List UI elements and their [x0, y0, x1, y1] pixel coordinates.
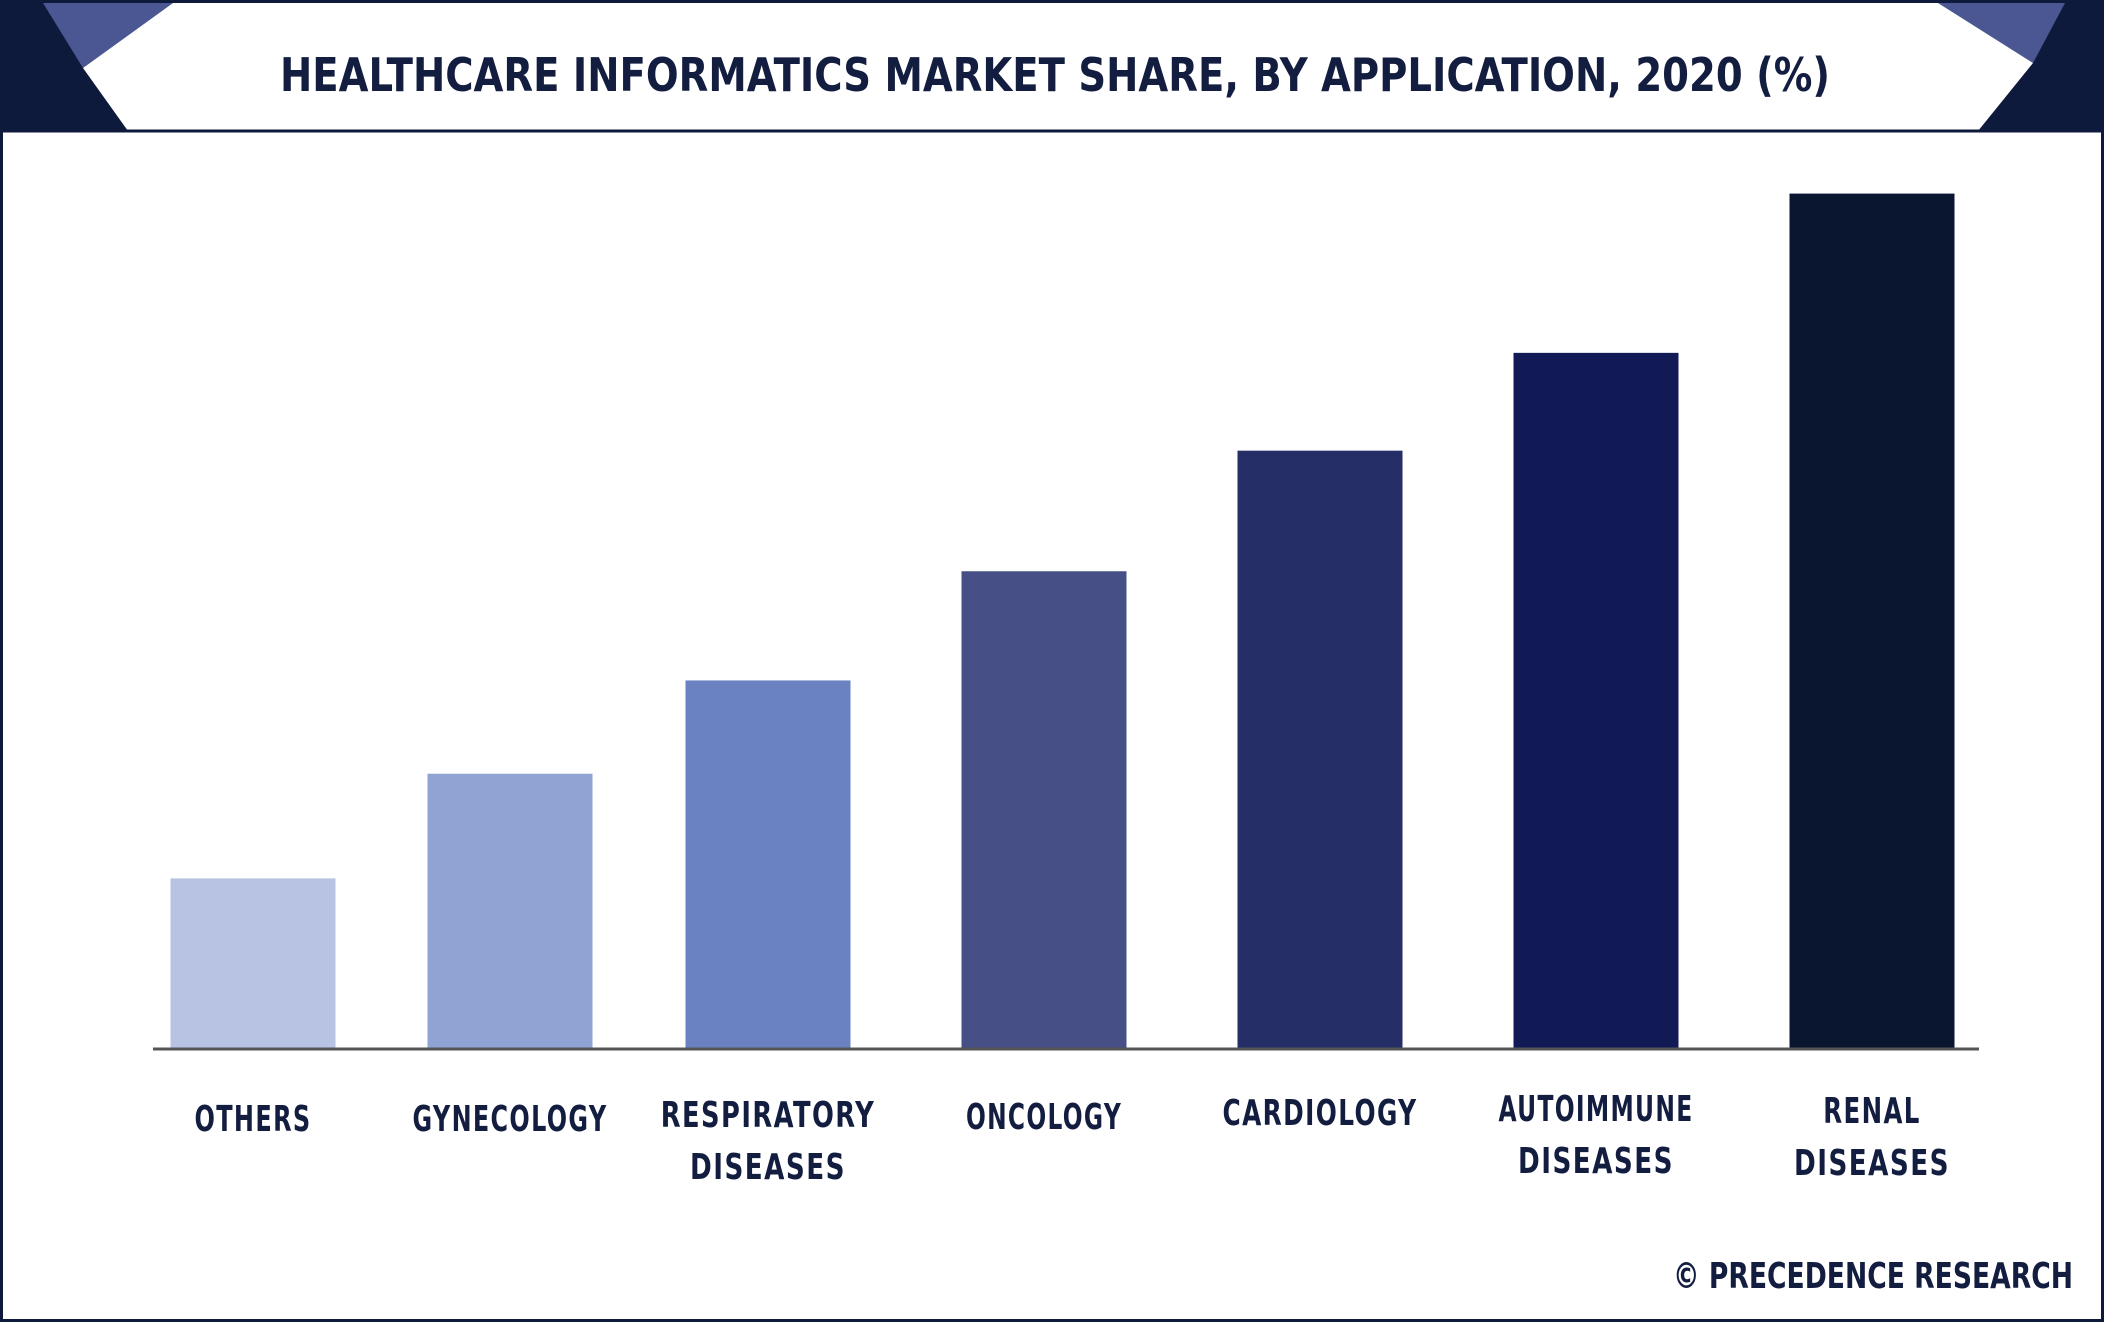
category-label-respiratory: RESPIRATORY [661, 1095, 876, 1136]
category-labels-layer: OTHERS GYNECOLOGY RESPIRATORY DISEASES ONCOL… [195, 1089, 1950, 1188]
chart-title: HEALTHCARE INFORMATICS MARKET SHARE, BY … [280, 48, 1830, 102]
bar-respiratory-diseases [685, 680, 851, 1049]
bar-cardiology [1237, 450, 1403, 1049]
bar-autoimmune-diseases [1513, 352, 1679, 1050]
category-label-gynecology: GYNECOLOGY [413, 1099, 608, 1140]
category-label-diseases: DISEASES [690, 1147, 846, 1188]
category-label-oncology: ONCOLOGY [966, 1097, 1122, 1138]
bars-layer [170, 193, 1955, 1050]
category-label-diseases: DISEASES [1794, 1143, 1950, 1184]
title-bar-left-accent [43, 3, 173, 68]
bar-gynecology [427, 773, 593, 1049]
bar-oncology [961, 571, 1127, 1049]
bar-others [170, 878, 336, 1049]
category-label-autoimmune: AUTOIMMUNE [1499, 1089, 1694, 1130]
category-label-cardiology: CARDIOLOGY [1223, 1093, 1418, 1134]
watermark-text: © PRECEDENCE RESEARCH [1673, 1256, 2073, 1297]
title-bar-right-accent [1938, 3, 2065, 63]
title-banner: HEALTHCARE INFORMATICS MARKET SHARE, BY … [3, 3, 2101, 133]
category-label-renal: RENAL [1823, 1091, 1921, 1132]
title-bar-white-plate [83, 3, 2033, 131]
chart-canvas: HEALTHCARE INFORMATICS MARKET SHARE, BY … [3, 3, 2101, 1297]
category-label-others: OTHERS [195, 1099, 312, 1140]
category-label-diseases: DISEASES [1518, 1141, 1674, 1182]
bar-renal-diseases [1789, 193, 1955, 1050]
